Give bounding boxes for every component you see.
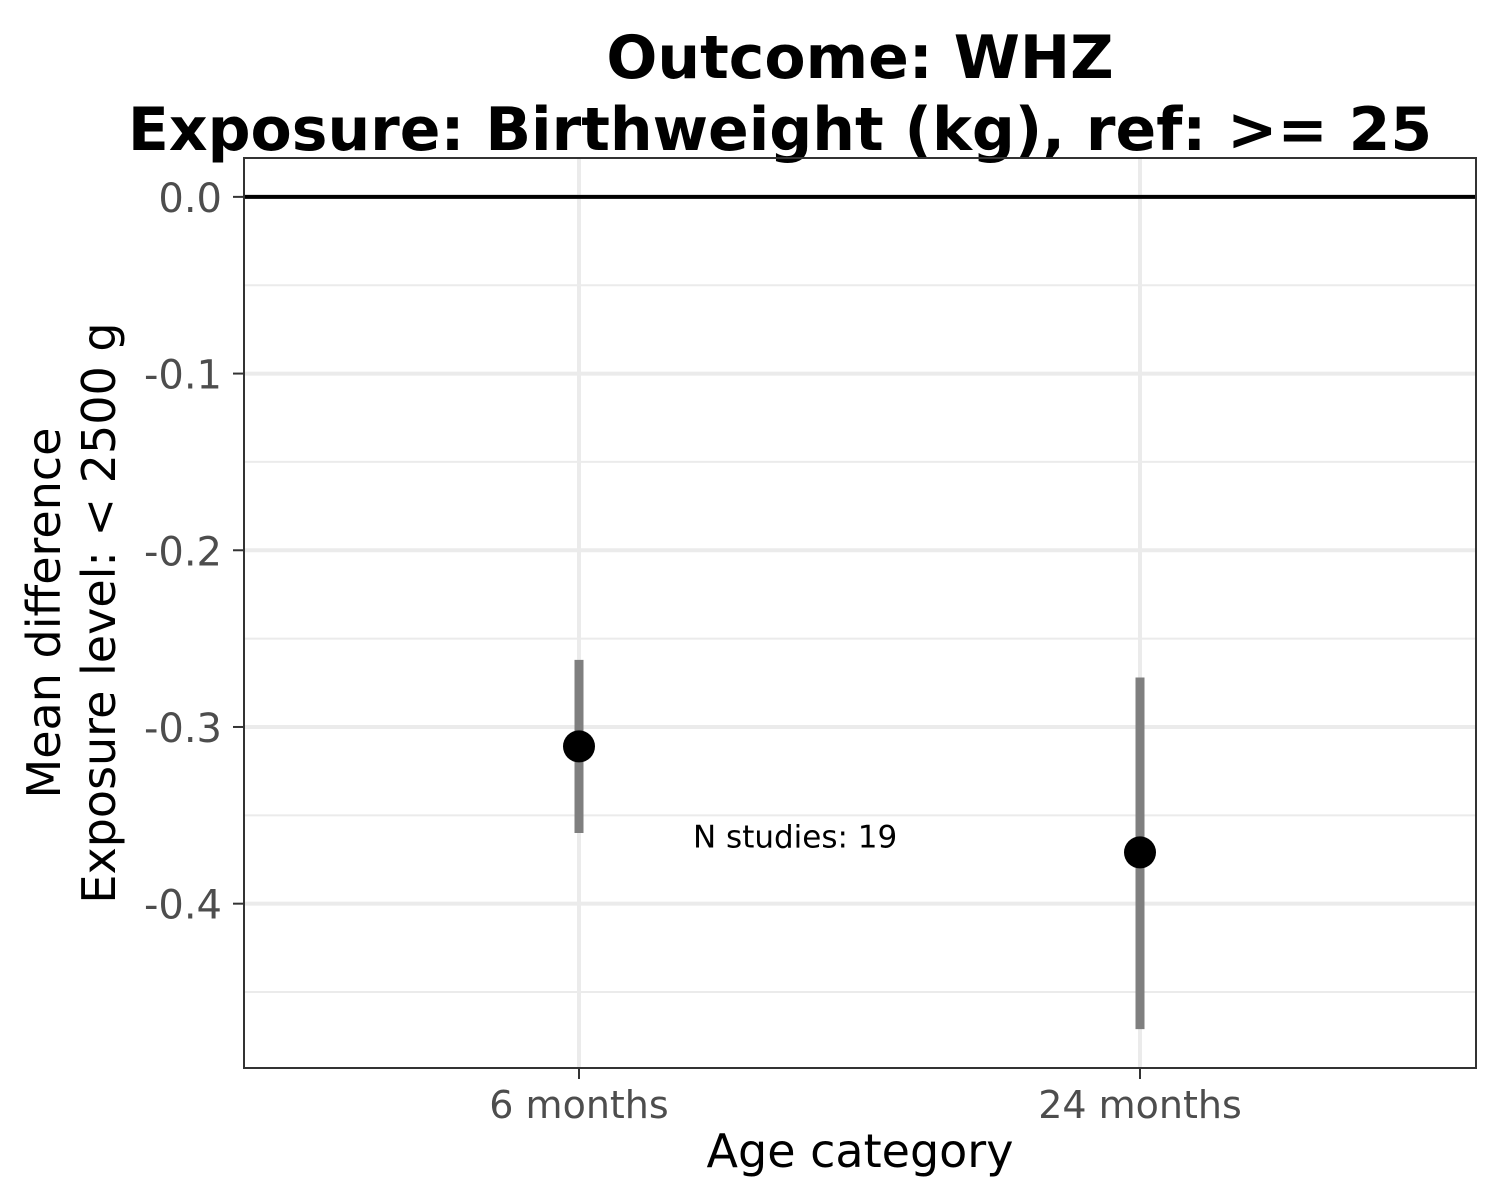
y-axis-title-line-2: Exposure level: < 2500 g (72, 322, 126, 903)
y-axis-title: Mean difference Exposure level: < 2500 g (17, 322, 126, 903)
n-studies-annotation: N studies: 19 (693, 820, 897, 856)
x-tick-label: 24 months (1038, 1083, 1242, 1127)
y-tick-label: -0.1 (144, 353, 222, 399)
plot-area: N studies: 19 0.0 -0.1 -0.2 -0.3 -0.4 6 months… (144, 157, 1477, 1127)
title-line-2: Exposure: Birthweight (kg), ref: >= 25 (128, 95, 1432, 165)
x-tick-label: 6 months (489, 1083, 668, 1127)
panel-border (243, 157, 1477, 1069)
y-tick-label: -0.2 (144, 529, 222, 575)
y-tick-label: -0.4 (144, 883, 222, 929)
chart-title: Outcome: WHZ Exposure: Birthweight (kg),… (128, 23, 1432, 165)
title-line-1: Outcome: WHZ (606, 23, 1113, 93)
data-point-2 (1124, 836, 1156, 869)
x-axis-title: Age category (707, 1124, 1014, 1178)
y-axis-title-line-1: Mean difference (17, 428, 71, 799)
y-tick-label: -0.3 (144, 706, 222, 752)
y-tick-label: 0.0 (158, 176, 222, 222)
data-point-1 (563, 730, 595, 763)
